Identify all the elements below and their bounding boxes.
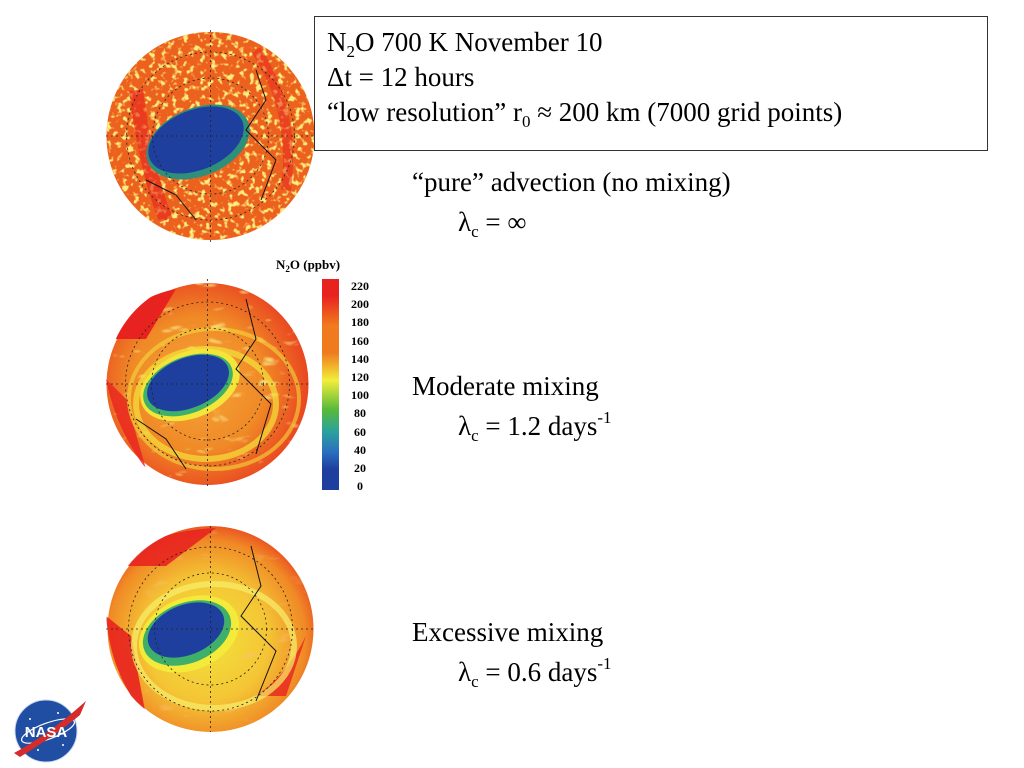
n2o-map-pure-advection [106, 30, 315, 242]
caption-excessive-mixing: Excessive mixing λc = 0.6 days-1 [412, 617, 612, 691]
colorbar-tick-label: 200 [351, 297, 369, 312]
colorbar-tick-label: 0 [357, 479, 363, 494]
colorbar-tick-label: 220 [351, 279, 369, 293]
colorbar-tick-label: 20 [354, 461, 366, 475]
timestep-line: Δt = 12 hours [327, 62, 475, 92]
nasa-logo: NASA [14, 699, 86, 763]
colorbar-tick-label: 180 [351, 315, 369, 330]
caption-moderate-mixing: Moderate mixing λc = 1.2 days-1 [412, 371, 612, 445]
colorbar-tick-label: 80 [354, 406, 366, 421]
n2o-map-excessive-mixing [106, 526, 315, 732]
svg-text:NASA: NASA [25, 724, 68, 741]
colorbar-tick-label: 100 [351, 388, 369, 403]
caption-pure-advection: “pure” advection (no mixing) λc = ∞ [412, 167, 731, 241]
colorbar-tick-label: 60 [354, 424, 366, 439]
resolution-line: “low resolution” r0 ≈ 200 km (7000 grid … [327, 97, 843, 131]
colorbar-title: N2O (ppbv) [276, 257, 341, 274]
title-line: N2O 700 K November 10 [327, 27, 603, 61]
colorbar-tick-label: 160 [351, 333, 369, 348]
colorbar-tick-label: 40 [354, 442, 366, 457]
colorbar [322, 279, 339, 490]
colorbar-tick-label: 140 [351, 351, 369, 366]
n2o-map-moderate-mixing [106, 279, 309, 489]
info-box: N2O 700 K November 10 Δt = 12 hours “low… [314, 16, 988, 151]
colorbar-tick-label: 120 [351, 370, 369, 384]
